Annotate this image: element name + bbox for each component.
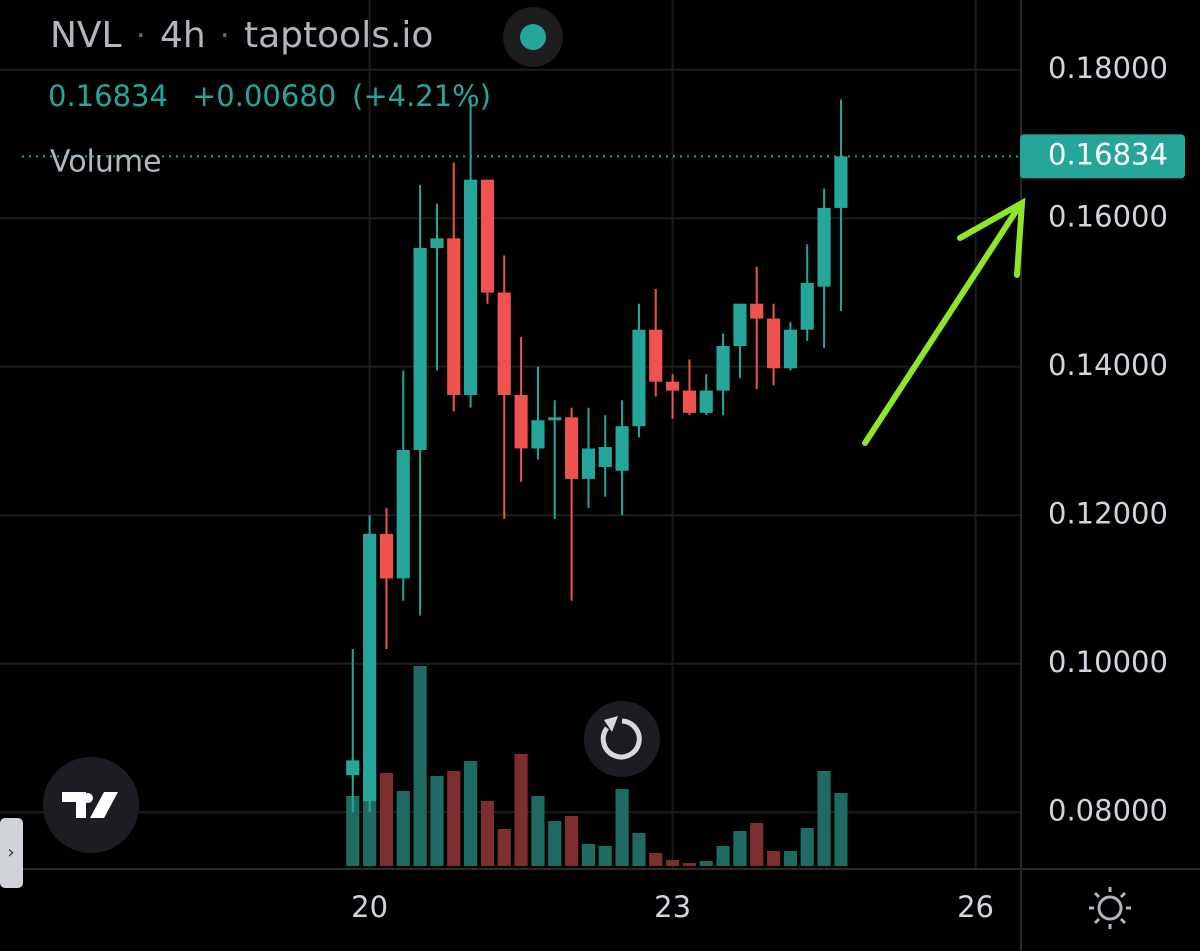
volume-bar bbox=[716, 846, 730, 866]
candle-body bbox=[750, 303, 764, 319]
volume-bar bbox=[464, 761, 478, 866]
volume-bar bbox=[581, 844, 596, 866]
candle-body bbox=[615, 426, 629, 471]
volume-bar bbox=[834, 793, 848, 866]
volume-bar bbox=[480, 801, 495, 866]
volume-bar bbox=[346, 796, 360, 866]
y-tick-label: 0.16000 bbox=[1048, 199, 1168, 233]
y-tick-label: 0.08000 bbox=[1048, 793, 1168, 827]
candle-body bbox=[817, 207, 831, 287]
candle-body bbox=[447, 238, 461, 396]
side-tab[interactable] bbox=[0, 818, 23, 888]
volume-bar bbox=[447, 771, 461, 866]
volume-bar bbox=[497, 829, 511, 866]
y-tick-label: 0.18000 bbox=[1048, 51, 1168, 85]
arrow bbox=[862, 197, 1026, 446]
candle-body bbox=[598, 446, 612, 468]
candle-body bbox=[379, 533, 394, 579]
last-price-tag bbox=[1020, 134, 1185, 179]
volume-label: Volume bbox=[50, 145, 162, 180]
candle-body bbox=[396, 449, 410, 579]
candle-body bbox=[497, 292, 511, 396]
volume-bar bbox=[750, 823, 764, 866]
reset-icon bbox=[600, 718, 642, 760]
volume-bar bbox=[396, 791, 410, 866]
side-tab-icon: › bbox=[7, 842, 14, 863]
candle-body bbox=[565, 417, 579, 479]
candle-body bbox=[346, 760, 360, 776]
candle-body bbox=[733, 303, 747, 347]
marks bbox=[22, 99, 1020, 866]
x-tick-label: 20 bbox=[351, 890, 388, 924]
logo bbox=[62, 792, 118, 818]
candle-body bbox=[464, 179, 478, 396]
candle-body bbox=[767, 318, 781, 369]
volume-bar bbox=[632, 833, 646, 866]
symbol: NVL bbox=[50, 15, 122, 56]
candle-body bbox=[413, 248, 427, 450]
volume-bar bbox=[682, 863, 697, 866]
volume-bar bbox=[817, 771, 831, 866]
settings-icon[interactable] bbox=[1089, 887, 1131, 929]
candle-body bbox=[514, 395, 528, 449]
volume-bar bbox=[598, 846, 612, 866]
x-tick-label: 26 bbox=[957, 890, 994, 924]
candle-body bbox=[430, 238, 444, 248]
candle-body bbox=[682, 390, 697, 413]
y-tick-label: 0.10000 bbox=[1048, 645, 1168, 679]
volume-bar bbox=[413, 666, 427, 866]
y-tick-label: 0.14000 bbox=[1048, 348, 1168, 382]
status-dot bbox=[520, 24, 546, 50]
source: taptools.io bbox=[244, 15, 433, 56]
volume-bar bbox=[565, 816, 579, 866]
volume-bar bbox=[767, 851, 781, 866]
x-tick-label: 23 bbox=[654, 890, 691, 924]
interval: 4h bbox=[160, 15, 206, 56]
change-pct: (+4.21%) bbox=[352, 79, 491, 113]
volume-bar bbox=[379, 773, 394, 866]
volume-bar bbox=[615, 789, 629, 866]
volume-bar bbox=[548, 821, 562, 866]
candle-body bbox=[834, 156, 848, 208]
candle-body bbox=[649, 329, 663, 382]
candle-body bbox=[666, 381, 680, 391]
change: +0.00680 bbox=[192, 79, 336, 113]
candle-body bbox=[581, 448, 596, 479]
reset-icon bbox=[604, 716, 618, 732]
candle-body bbox=[800, 282, 814, 330]
logo-button[interactable] bbox=[43, 757, 139, 853]
candle-body bbox=[548, 417, 562, 421]
price: 0.16834 bbox=[48, 79, 168, 113]
y-tick-label: 0.12000 bbox=[1048, 496, 1168, 530]
volume-bar bbox=[783, 851, 798, 866]
volume-bar bbox=[531, 796, 545, 866]
separator: · bbox=[220, 19, 230, 54]
volume-bar bbox=[733, 831, 747, 866]
candle-body bbox=[480, 179, 495, 293]
volume-bar bbox=[430, 776, 444, 866]
candle-body bbox=[716, 346, 730, 391]
volume-bar bbox=[666, 860, 680, 866]
volume-bar bbox=[699, 861, 713, 866]
logo bbox=[83, 793, 93, 803]
labels: 0.18000 0.16000 0.14000 0.12000 0.10000 0.080… bbox=[351, 51, 1185, 924]
last-price-label: 0.16834 bbox=[1048, 137, 1168, 171]
reset-button[interactable] bbox=[584, 701, 660, 777]
volume-bar bbox=[649, 853, 663, 866]
volume-bar bbox=[514, 754, 528, 866]
candle-body bbox=[531, 420, 545, 449]
candle-body bbox=[699, 390, 713, 413]
candle-body bbox=[783, 329, 798, 369]
volume-bar bbox=[800, 828, 814, 866]
candle-body bbox=[363, 533, 377, 802]
separator: · bbox=[136, 19, 146, 54]
candle-body bbox=[632, 329, 646, 427]
